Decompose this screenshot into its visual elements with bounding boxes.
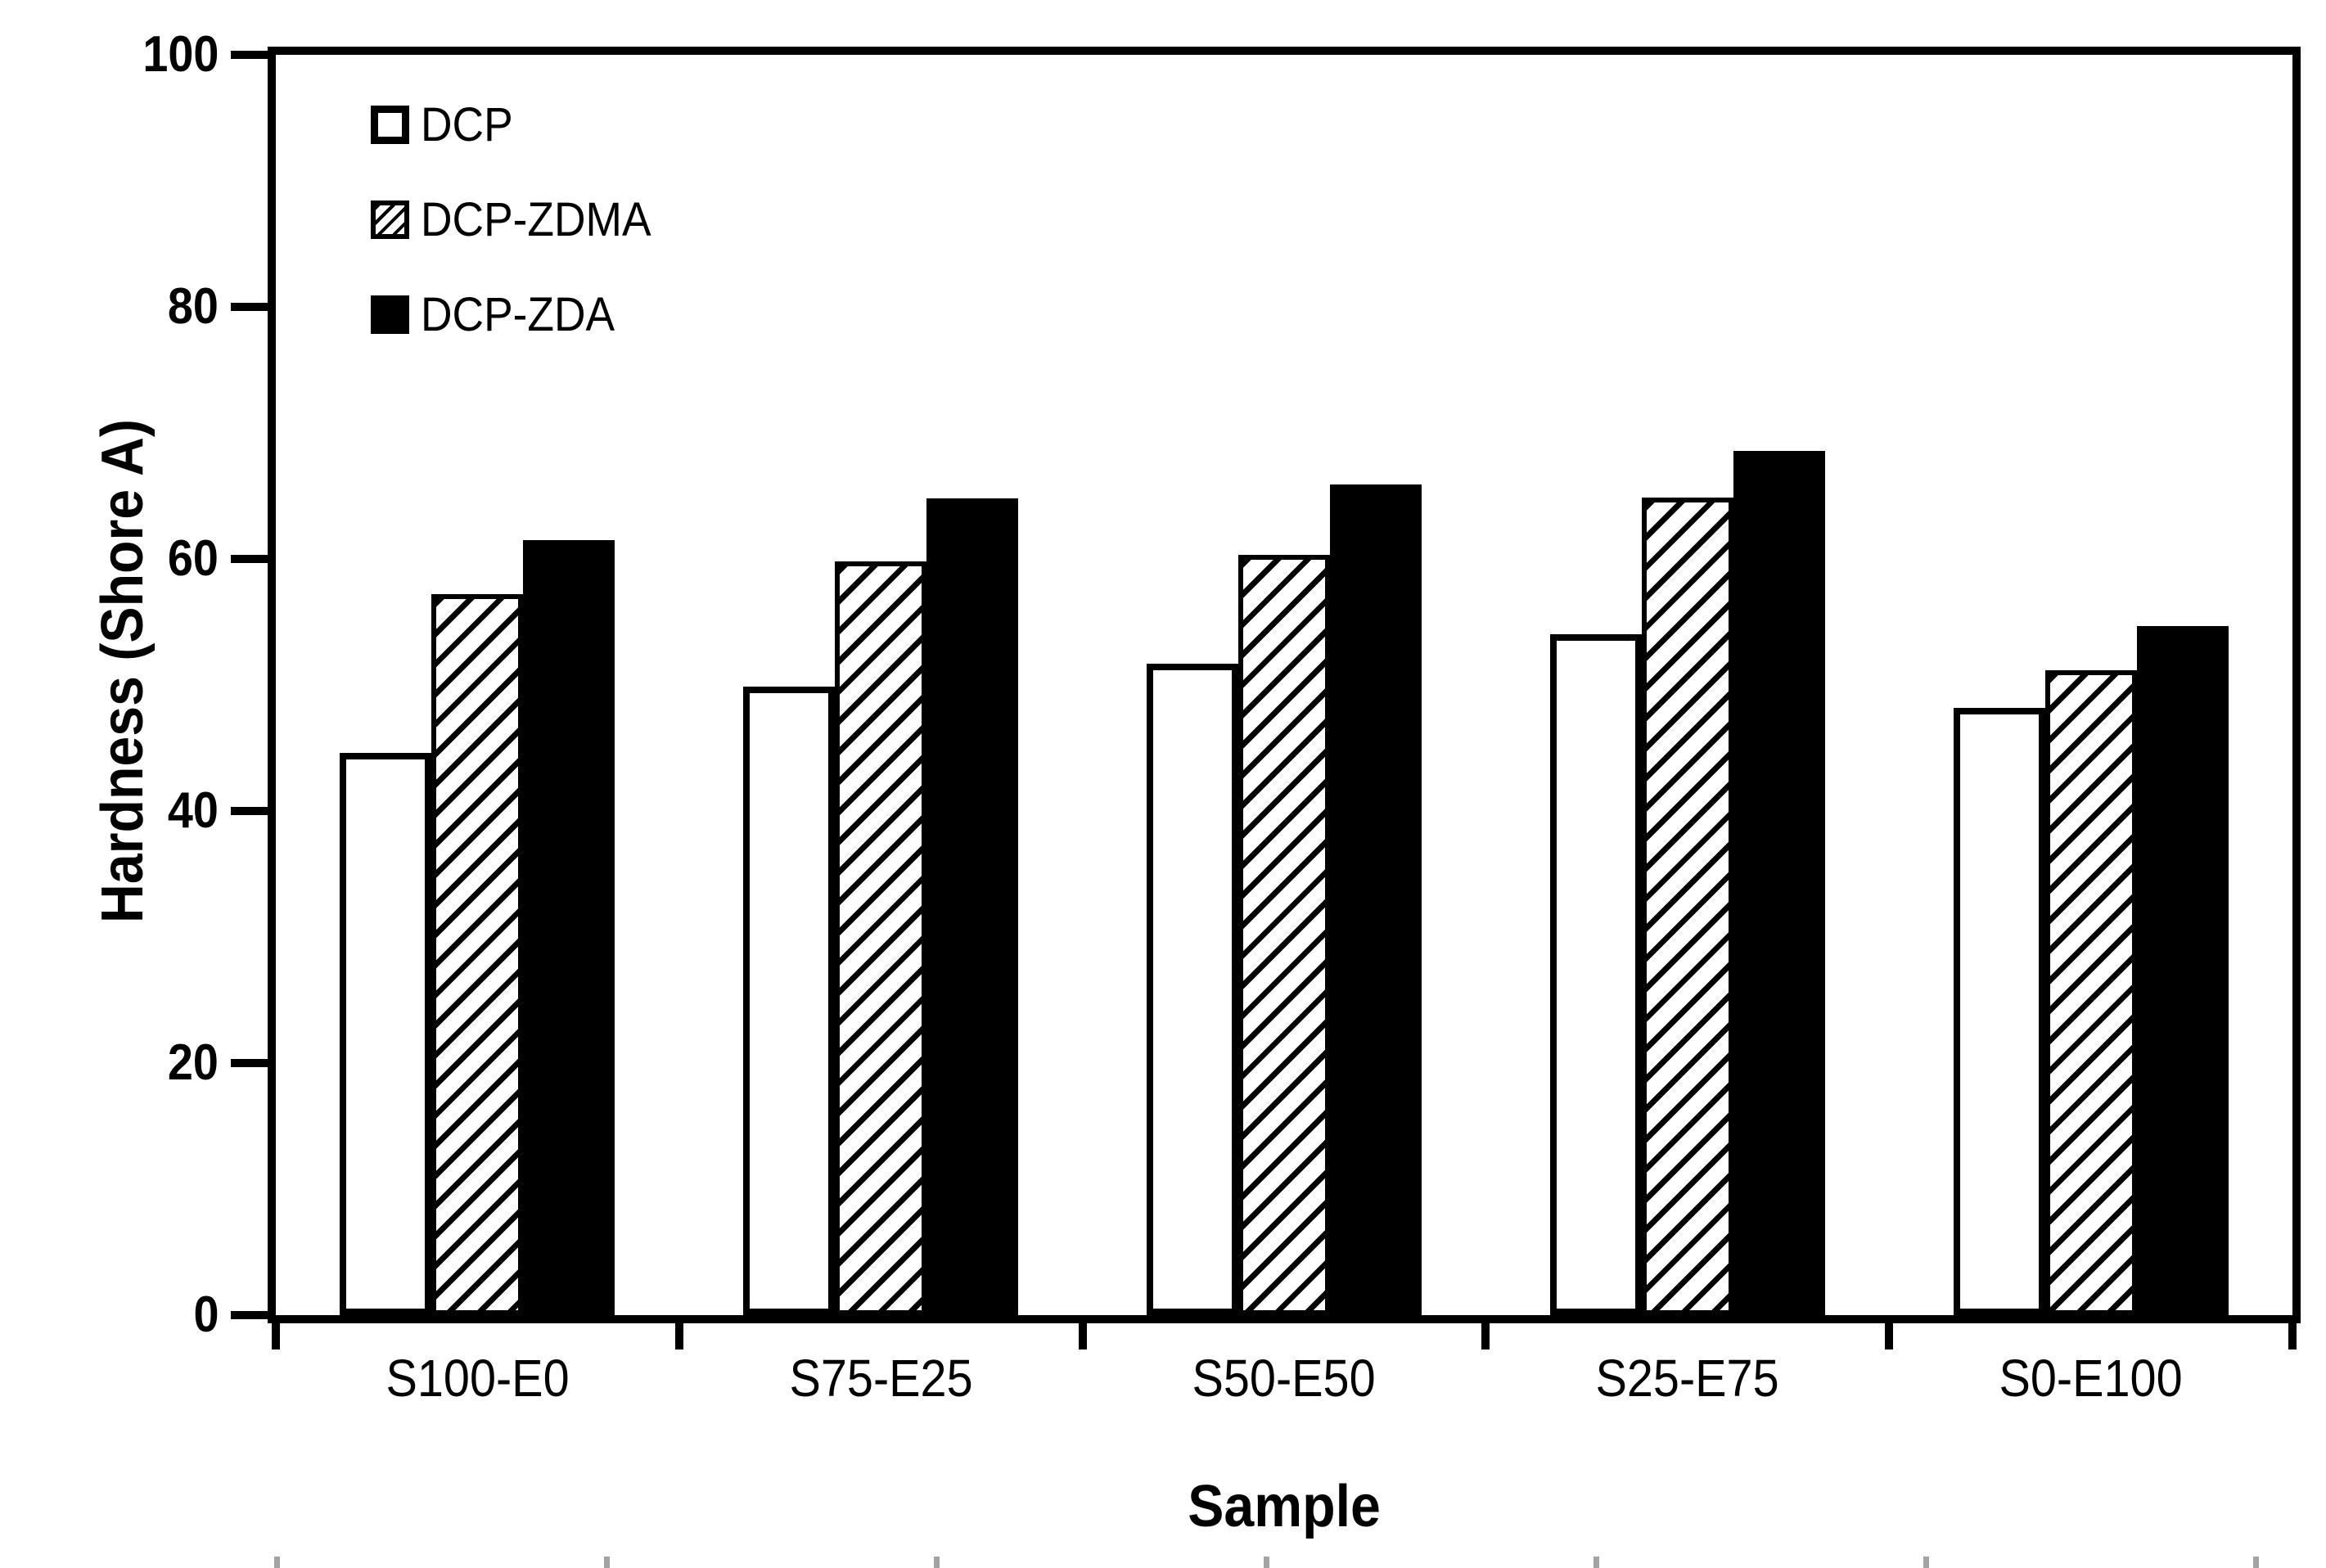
category-label-text: S75-E25 <box>789 1349 973 1408</box>
cropped-bottom-tick-mark <box>604 1557 610 1568</box>
y-tick-mark <box>231 555 273 563</box>
bar-dcp-zda-s0-e100 <box>2136 626 2229 1315</box>
y-tick-label-text: 60 <box>167 530 219 587</box>
y-tick-label: 80 <box>55 279 219 335</box>
bar-dcp-zda-s75-e25 <box>926 498 1019 1315</box>
y-tick-label-text: 100 <box>142 26 219 83</box>
cropped-bottom-tick-mark <box>274 1557 280 1568</box>
y-tick-label-text: 40 <box>167 782 219 839</box>
bar-dcp-zdma-s25-e75 <box>1641 498 1733 1315</box>
y-tick-label: 20 <box>55 1035 219 1091</box>
y-tick-label: 0 <box>55 1287 219 1343</box>
x-tick-mark <box>674 1315 683 1349</box>
bar-dcp-zdma-s50-e50 <box>1238 555 1330 1315</box>
legend-item-dcp-zdma: DCP-ZDMA <box>371 193 671 246</box>
bar-dcp-s25-e75 <box>1549 634 1642 1315</box>
plot-area: DCP DCP-ZDMA DCP-ZDA 0 20 40 60 80 100 S100-E0… <box>142 27 2301 1408</box>
bar-dcp-zdma-s75-e25 <box>835 561 927 1315</box>
x-tick-mark <box>1078 1315 1087 1349</box>
category-label-text: S0-E100 <box>1999 1349 2183 1408</box>
category-label: S75-E25 <box>679 1349 1083 1408</box>
y-tick-mark <box>231 1059 273 1067</box>
bar-dcp-s100-e0 <box>340 753 432 1315</box>
bar-dcp-s0-e100 <box>1953 708 2045 1315</box>
legend-item-dcp-zda: DCP-ZDA <box>371 288 632 341</box>
category-label: S25-E75 <box>1485 1349 1889 1408</box>
legend-swatch-black <box>371 295 409 334</box>
cropped-bottom-tick-mark <box>1264 1557 1269 1568</box>
y-tick-mark <box>231 1311 273 1319</box>
category-label-text: S100-E0 <box>385 1349 570 1408</box>
bar-dcp-zda-s50-e50 <box>1330 484 1422 1315</box>
cropped-bottom-tick-mark <box>2253 1557 2259 1568</box>
legend-item-dcp: DCP <box>371 98 521 151</box>
bar-dcp-zdma-s0-e100 <box>2044 670 2137 1315</box>
y-tick-label: 40 <box>55 783 219 839</box>
bar-dcp-s75-e25 <box>743 687 836 1315</box>
category-label: S0-E100 <box>1889 1349 2292 1408</box>
y-tick-mark <box>231 303 273 311</box>
legend-swatch-white <box>371 106 409 144</box>
cropped-bottom-tick-mark <box>934 1557 940 1568</box>
x-tick-mark <box>272 1315 280 1349</box>
bar-dcp-zdma-s100-e0 <box>431 594 524 1315</box>
x-tick-mark <box>1481 1315 1490 1349</box>
y-tick-label-text: 80 <box>167 278 219 335</box>
y-tick-mark <box>231 51 273 59</box>
y-tick-label: 100 <box>55 27 219 83</box>
bar-dcp-zda-s25-e75 <box>1733 451 1825 1315</box>
category-label: S50-E50 <box>1083 1349 1486 1408</box>
bar-dcp-s50-e50 <box>1147 664 1238 1315</box>
cropped-bottom-tick-mark <box>1593 1557 1599 1568</box>
y-tick-label-text: 0 <box>192 1286 219 1343</box>
x-tick-mark <box>2288 1315 2297 1349</box>
y-axis-title: Hardness (Shore A) <box>90 419 156 923</box>
bar-dcp-zda-s100-e0 <box>523 540 615 1315</box>
legend-label: DCP-ZDMA <box>421 193 651 246</box>
legend-label: DCP <box>421 98 513 151</box>
category-label-text: S50-E50 <box>1192 1349 1377 1408</box>
legend-label: DCP-ZDA <box>421 288 615 341</box>
cropped-bottom-tick-mark <box>1923 1557 1929 1568</box>
category-label-text: S25-E75 <box>1595 1349 1779 1408</box>
category-label: S100-E0 <box>276 1349 679 1408</box>
legend-swatch-hatched <box>371 201 409 239</box>
y-tick-label-text: 20 <box>167 1034 219 1091</box>
x-axis-title-text: Sample <box>1188 1474 1381 1539</box>
x-tick-mark <box>1885 1315 1894 1349</box>
y-tick-mark <box>231 807 273 815</box>
x-axis-title: Sample <box>268 1473 2301 1540</box>
y-tick-label: 60 <box>55 531 219 587</box>
